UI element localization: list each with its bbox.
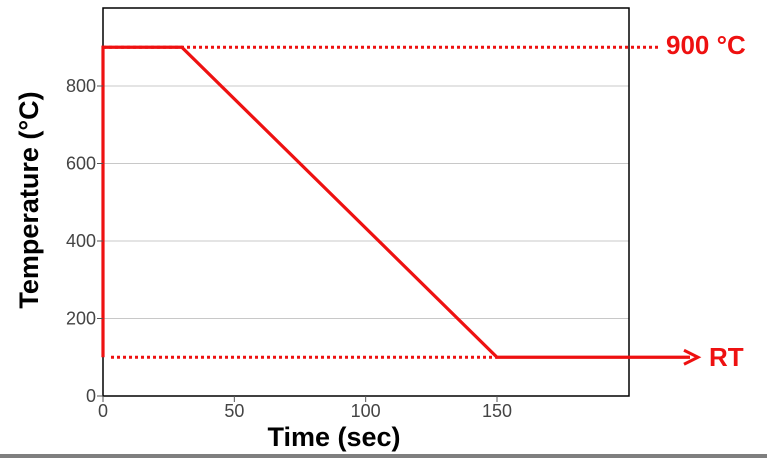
x-tick-label-50: 50: [224, 401, 244, 421]
tick-labels: 0 200 400 600 800 0 50 100 150: [66, 76, 512, 421]
x-axis-title: Time (sec): [267, 422, 400, 452]
bottom-edge-bar: [0, 454, 767, 458]
label-900c: 900 °C: [666, 30, 746, 60]
temperature-profile-line: [101, 45, 690, 359]
label-rt: RT: [709, 342, 744, 372]
series-layer: [101, 45, 702, 366]
y-tick-label-800: 800: [66, 76, 96, 96]
y-tick-label-0: 0: [86, 386, 96, 406]
y-tick-label-200: 200: [66, 309, 96, 329]
x-tick-label-150: 150: [482, 401, 512, 421]
grid-layer: [103, 85, 629, 319]
plot-frame: [102, 7, 630, 397]
reference-lines: [103, 45, 658, 359]
y-tick-label-600: 600: [66, 154, 96, 174]
y-tick-label-400: 400: [66, 231, 96, 251]
x-tick-label-100: 100: [351, 401, 381, 421]
x-tick-label-0: 0: [98, 401, 108, 421]
y-axis-title: Temperature (°C): [14, 91, 44, 308]
arrowhead-icon: [683, 348, 702, 366]
